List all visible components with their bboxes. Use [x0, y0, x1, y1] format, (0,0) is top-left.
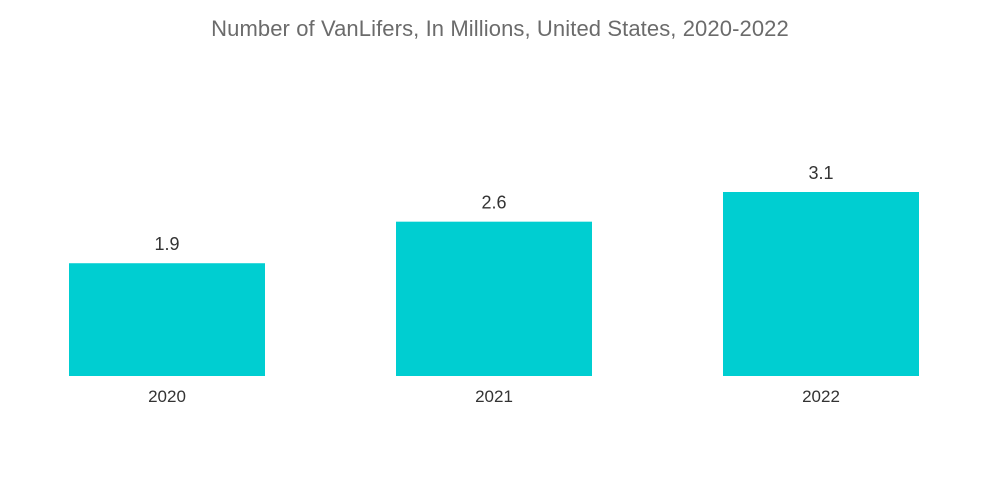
x-tick-2022: 2022: [802, 387, 840, 406]
data-label-2020: 1.9: [154, 234, 179, 254]
data-label-2021: 2.6: [481, 193, 506, 213]
data-labels-layer: 1.9 2.6 3.1: [154, 163, 833, 254]
bar-2021: [396, 221, 592, 376]
chart-title: Number of VanLifers, In Millions, United…: [211, 16, 789, 41]
data-label-2022: 3.1: [808, 163, 833, 183]
bars-layer: [69, 192, 919, 376]
bar-2020: [69, 263, 265, 376]
x-tick-2021: 2021: [475, 387, 513, 406]
x-tick-2020: 2020: [148, 387, 186, 406]
x-axis-ticks: 2020 2021 2022: [148, 387, 840, 406]
bar-2022: [723, 192, 919, 376]
